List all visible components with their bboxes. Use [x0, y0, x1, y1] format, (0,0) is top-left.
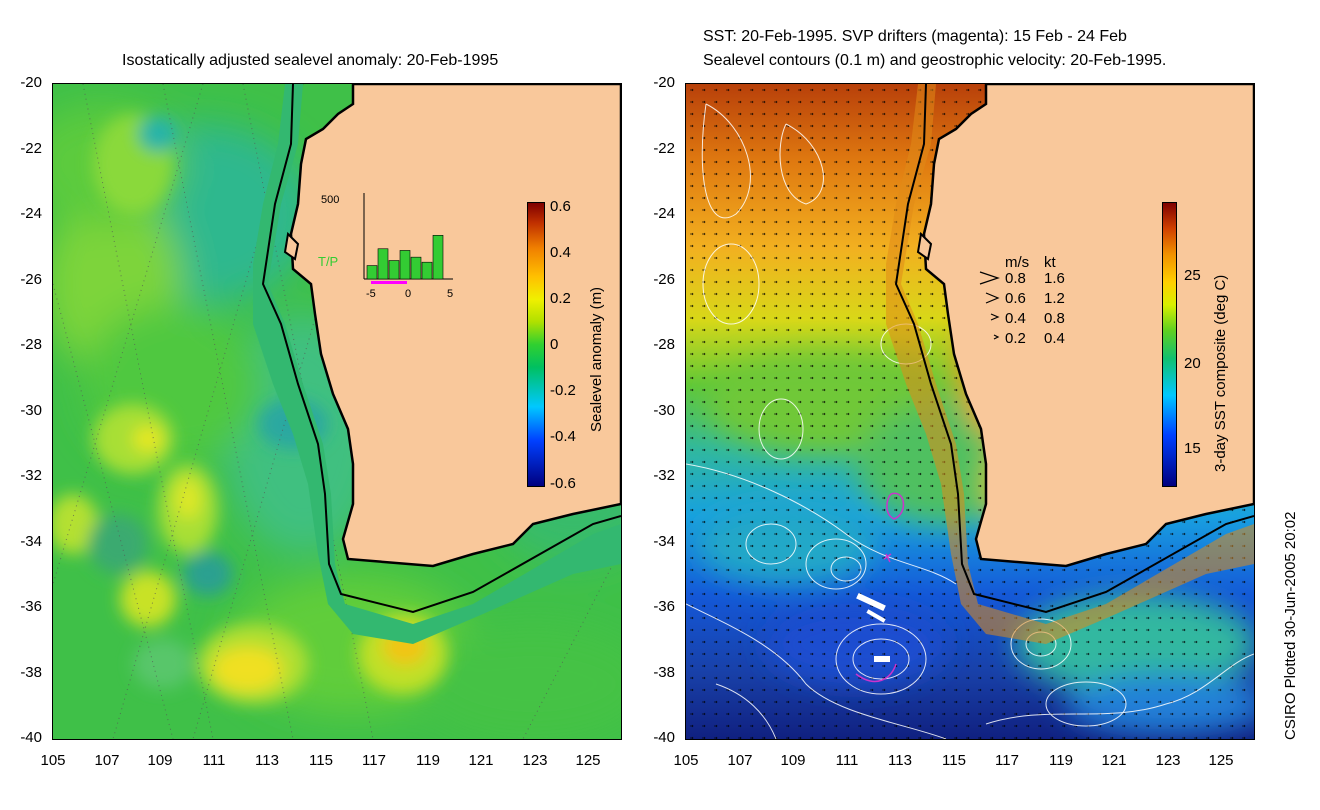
inset-ymax-label: 500 — [321, 194, 339, 206]
right-x-tick: 111 — [835, 752, 859, 769]
sst-colorbar-tick: 15 — [1184, 440, 1201, 457]
inset-bars — [366, 235, 444, 280]
histogram-bar — [366, 265, 378, 280]
legend-header-kt: kt — [1044, 254, 1056, 271]
left-y-tick: -40 — [20, 729, 42, 746]
legend-kt-value: 0.8 — [1044, 310, 1065, 327]
histogram-bar — [432, 235, 444, 280]
legend-arrow-0.8 — [979, 271, 1000, 285]
right-y-tick: -32 — [653, 467, 675, 484]
right-x-tick: 123 — [1155, 752, 1181, 769]
right-y-tick: -36 — [653, 598, 675, 615]
left-x-tick: 115 — [309, 752, 333, 769]
right-panel-title-line1: SST: 20-Feb-1995. SVP drifters (magenta)… — [703, 28, 1127, 45]
velocity-legend-arrows — [979, 271, 1000, 340]
left-x-tick: 121 — [468, 752, 494, 769]
left-y-tick: -30 — [20, 402, 42, 419]
histogram-bar — [410, 256, 422, 280]
legend-arrow-0.6 — [985, 292, 1000, 304]
legend-ms-value: 0.2 — [1005, 330, 1026, 347]
right-y-tick: -26 — [653, 271, 675, 288]
legend-ms-value: 0.6 — [1005, 290, 1026, 307]
sst-field — [686, 84, 1254, 739]
colorbar-tick: -0.2 — [550, 382, 576, 399]
sst-colorbar-label: 3-day SST composite (deg C) — [1212, 274, 1229, 472]
legend-ms-value: 0.8 — [1005, 270, 1026, 287]
right-panel-title-line2: Sealevel contours (0.1 m) and geostrophi… — [703, 52, 1167, 69]
colorbar-tick: 0.2 — [550, 290, 571, 307]
colorbar-tick: -0.4 — [550, 428, 576, 445]
left-x-tick: 105 — [40, 752, 66, 769]
right-x-tick: 105 — [673, 752, 699, 769]
left-y-tick: -36 — [20, 598, 42, 615]
right-y-tick: -24 — [653, 205, 675, 222]
drifter-strip — [371, 281, 407, 284]
right-x-tick: 125 — [1208, 752, 1234, 769]
colorbar-tick: 0.4 — [550, 244, 571, 261]
right-x-tick: 115 — [942, 752, 966, 769]
right-y-tick: -30 — [653, 402, 675, 419]
drifter-histogram-inset: 500 T/P -5 0 5 — [318, 193, 453, 300]
left-x-tick: 113 — [255, 752, 279, 769]
right-x-tick: 119 — [1049, 752, 1073, 769]
sst-colorbar-tick: 20 — [1184, 355, 1201, 372]
left-x-tick: 125 — [575, 752, 601, 769]
histogram-bar — [399, 250, 411, 280]
left-x-tick: 119 — [416, 752, 440, 769]
left-y-tick: -22 — [20, 140, 42, 157]
histogram-bar — [421, 261, 433, 280]
inset-xtick: -5 — [366, 288, 376, 300]
histogram-bar — [388, 260, 400, 280]
right-x-tick: 113 — [888, 752, 912, 769]
right-y-tick: -40 — [653, 729, 675, 746]
left-x-tick: 111 — [202, 752, 226, 769]
legend-kt-value: 1.2 — [1044, 290, 1065, 307]
left-y-tick: -32 — [20, 467, 42, 484]
colorbar-tick: 0.6 — [550, 198, 571, 215]
right-y-tick: -22 — [653, 140, 675, 157]
colorbar-tick: -0.6 — [550, 475, 576, 492]
left-y-tick: -24 — [20, 205, 42, 222]
sealevel-colorbar — [527, 202, 545, 487]
left-y-tick: -34 — [20, 533, 42, 550]
plot-footer: CSIRO Plotted 30-Jun-2005 20:02 — [1282, 511, 1299, 740]
sst-colorbar — [1162, 202, 1177, 487]
legend-kt-value: 1.6 — [1044, 270, 1065, 287]
right-x-tick: 109 — [780, 752, 806, 769]
sst-map — [685, 83, 1255, 740]
left-y-tick: -38 — [20, 664, 42, 681]
right-y-tick: -20 — [653, 74, 675, 91]
legend-ms-value: 0.4 — [1005, 310, 1026, 327]
right-x-tick: 121 — [1101, 752, 1127, 769]
left-x-tick: 117 — [362, 752, 386, 769]
legend-arrow-0.2 — [993, 334, 1000, 340]
sealevel-colorbar-label: Sealevel anomaly (m) — [588, 286, 605, 432]
colorbar-tick: 0 — [550, 336, 559, 353]
histogram-bar — [377, 248, 389, 280]
right-y-tick: -38 — [653, 664, 675, 681]
track-label: T/P — [318, 254, 338, 269]
right-x-tick: 117 — [995, 752, 1019, 769]
left-panel-title: Isostatically adjusted sealevel anomaly:… — [122, 52, 499, 69]
legend-kt-value: 0.4 — [1044, 330, 1065, 347]
inset-xtick: 0 — [405, 288, 411, 300]
sst-colorbar-tick: 25 — [1184, 267, 1201, 284]
left-y-tick: -28 — [20, 336, 42, 353]
right-x-tick: 107 — [727, 752, 753, 769]
left-y-tick: -20 — [20, 74, 42, 91]
left-x-tick: 123 — [522, 752, 548, 769]
inset-xtick: 5 — [447, 288, 453, 300]
right-y-tick: -28 — [653, 336, 675, 353]
legend-arrow-0.4 — [990, 313, 1000, 321]
right-y-tick: -34 — [653, 533, 675, 550]
legend-header-ms: m/s — [1005, 254, 1030, 271]
left-y-tick: -26 — [20, 271, 42, 288]
left-x-tick: 109 — [147, 752, 173, 769]
left-x-tick: 107 — [94, 752, 120, 769]
